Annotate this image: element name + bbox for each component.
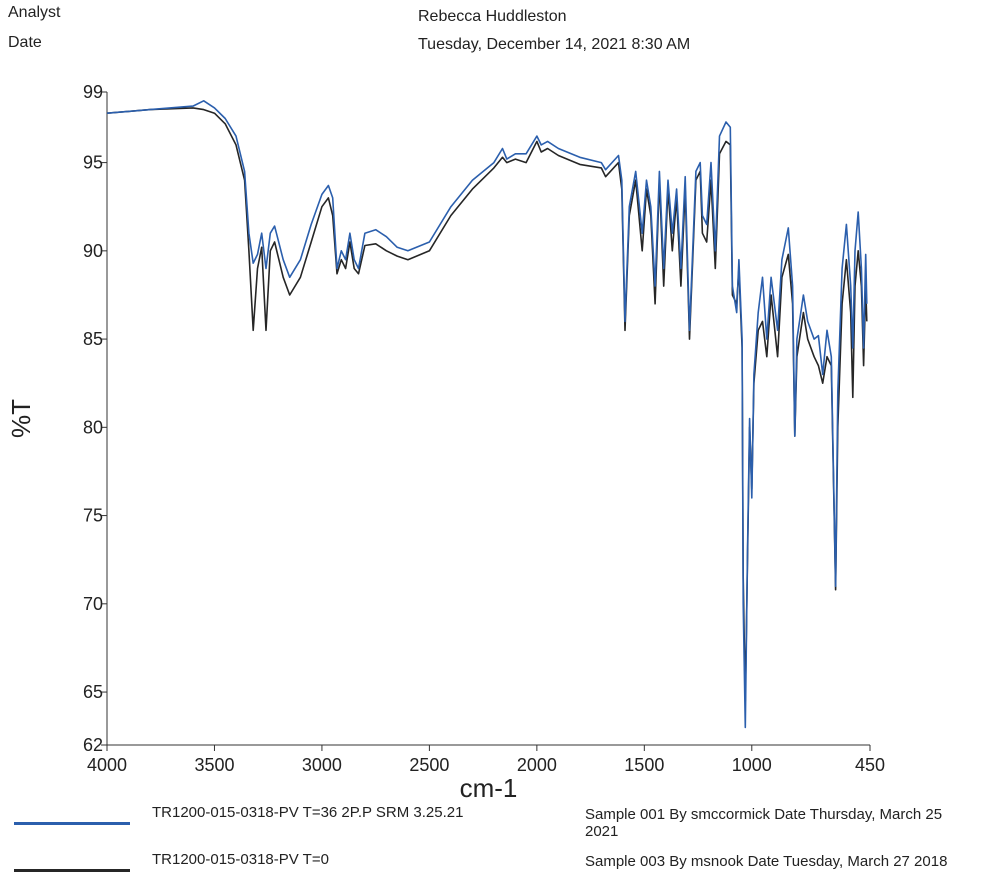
y-tick-label: 65 — [83, 682, 103, 702]
spectrum-line — [106, 107, 868, 702]
legend-label: TR1200-015-0318-PV T=36 2P.P SRM 3.25.21 — [152, 804, 464, 821]
y-tick-label: 80 — [83, 417, 103, 437]
x-tick-label: 1500 — [624, 755, 664, 775]
spectrum-line — [106, 100, 868, 729]
legend-swatch — [14, 869, 130, 872]
x-tick-label: 2000 — [517, 755, 557, 775]
legend-description: Sample 003 By msnook Date Tuesday, March… — [585, 853, 948, 870]
x-tick-label: 3500 — [194, 755, 234, 775]
legend-label: TR1200-015-0318-PV T=0 — [152, 851, 329, 868]
y-tick-label: 90 — [83, 241, 103, 261]
y-tick-label: 70 — [83, 594, 103, 614]
y-tick-label: 75 — [83, 506, 103, 526]
date-label: Date — [8, 34, 42, 51]
y-tick-label: 62 — [83, 735, 103, 755]
analyst: Rebecca Huddleston — [418, 8, 567, 25]
date: Tuesday, December 14, 2021 8:30 AM — [418, 36, 691, 53]
x-tick-label: 1000 — [732, 755, 772, 775]
legend-description: Sample 001 By smccormick Date Thursday, … — [585, 806, 943, 840]
y-tick-label: 99 — [83, 82, 103, 102]
y-tick-label: 85 — [83, 329, 103, 349]
x-tick-label: 2500 — [409, 755, 449, 775]
x-tick-label: 3000 — [302, 755, 342, 775]
x-axis-label: cm-1 — [460, 773, 518, 800]
x-tick-label: 4000 — [87, 755, 127, 775]
y-axis-label: %T — [6, 399, 36, 438]
x-tick-label: 450 — [855, 755, 885, 775]
legend-swatch — [14, 822, 130, 825]
y-tick-label: 95 — [83, 153, 103, 173]
analyst-label: Analyst — [8, 4, 61, 21]
